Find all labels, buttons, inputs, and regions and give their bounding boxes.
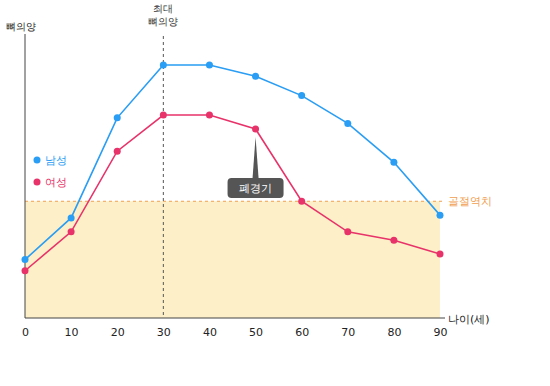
point bbox=[68, 214, 75, 221]
point bbox=[390, 237, 397, 244]
point bbox=[68, 228, 75, 235]
x-tick-label: 10 bbox=[65, 326, 79, 339]
callout-pointer bbox=[253, 137, 259, 178]
chart: 골절역치 최대뼈의양 0 10 20 30 40 50 60 70 80 90 뼈의양나이(세) 폐경기 남… bbox=[0, 0, 550, 386]
x-tick: 70 bbox=[341, 318, 355, 339]
x-tick: 10 bbox=[65, 318, 79, 339]
x-tick-label: 70 bbox=[341, 326, 355, 339]
point bbox=[390, 159, 397, 166]
threshold-area bbox=[25, 201, 440, 318]
point bbox=[22, 256, 29, 263]
callout-box bbox=[228, 178, 284, 198]
point bbox=[206, 112, 213, 119]
point bbox=[114, 148, 121, 155]
point bbox=[252, 125, 259, 132]
point bbox=[22, 267, 29, 274]
x-axis-title: 나이(세) bbox=[448, 313, 490, 326]
point bbox=[206, 62, 213, 69]
x-tick-label: 50 bbox=[249, 326, 263, 339]
legend-label: 남성 bbox=[45, 154, 67, 167]
point bbox=[344, 228, 351, 235]
x-tick: 90 bbox=[434, 318, 448, 339]
x-tick-label: 20 bbox=[111, 326, 125, 339]
legend-marker bbox=[34, 157, 41, 164]
x-tick-label: 90 bbox=[434, 326, 448, 339]
x-tick: 40 bbox=[203, 318, 217, 339]
x-axis: 0 10 20 30 40 50 60 70 80 90 bbox=[22, 318, 448, 339]
peak-label-line: 최대 bbox=[153, 3, 173, 14]
legend-label: 여성 bbox=[45, 176, 67, 189]
point bbox=[298, 198, 305, 205]
x-tick: 50 bbox=[249, 318, 263, 339]
legend: 남성여성 bbox=[34, 154, 68, 189]
point bbox=[252, 73, 259, 80]
x-tick: 0 bbox=[22, 318, 29, 339]
y-axis bbox=[25, 34, 26, 318]
point bbox=[437, 212, 444, 219]
x-tick-label: 30 bbox=[157, 326, 171, 339]
plot-area bbox=[22, 62, 444, 275]
callout-label: 폐경기 bbox=[239, 182, 272, 195]
x-tick-label: 60 bbox=[295, 326, 309, 339]
x-tick: 80 bbox=[387, 318, 401, 339]
x-tick: 20 bbox=[111, 318, 125, 339]
point bbox=[160, 62, 167, 69]
threshold-label: 골절역치 bbox=[448, 195, 492, 208]
peak-line bbox=[163, 36, 164, 318]
series-line bbox=[25, 65, 440, 260]
point bbox=[437, 251, 444, 258]
peak-label: 최대뼈의양 bbox=[148, 3, 178, 27]
x-axis-line bbox=[25, 318, 445, 319]
x-tick-label: 40 bbox=[203, 326, 217, 339]
x-tick: 60 bbox=[295, 318, 309, 339]
point bbox=[298, 92, 305, 99]
x-tick: 30 bbox=[157, 318, 171, 339]
point bbox=[160, 112, 167, 119]
x-tick-label: 80 bbox=[387, 326, 401, 339]
series-line bbox=[25, 115, 440, 271]
y-axis-line bbox=[25, 34, 26, 318]
point bbox=[344, 120, 351, 127]
legend-marker bbox=[34, 179, 41, 186]
point bbox=[114, 114, 121, 121]
x-tick-label: 0 bbox=[22, 326, 29, 339]
peak-label-line: 뼈의양 bbox=[148, 16, 178, 27]
y-axis-title: 뼈의양 bbox=[6, 21, 36, 32]
